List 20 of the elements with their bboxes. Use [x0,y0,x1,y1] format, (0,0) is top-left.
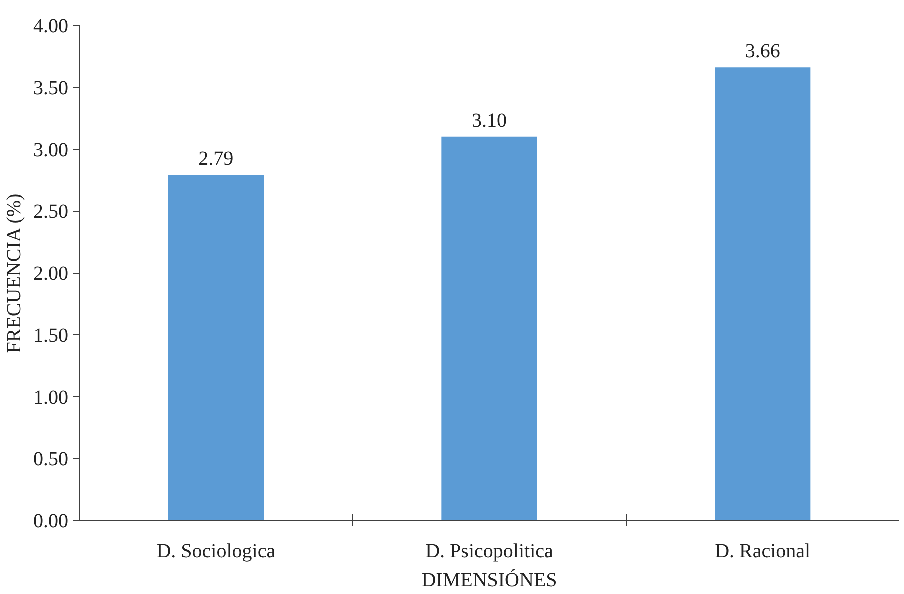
y-tick-label: 3.50 [34,77,68,100]
data-label: 3.10 [472,110,507,132]
y-tick-label: 0.50 [34,448,68,471]
y-axis-title: FRECUENCIA (%) [4,194,26,354]
y-tick-label: 3.00 [34,139,68,162]
bar [715,68,811,520]
data-label: 3.66 [745,40,780,63]
x-tick-label: D. Psicopolitica [426,540,554,562]
bar [442,136,538,520]
data-label: 2.79 [198,148,234,170]
x-tick-label: D. Racional [715,540,812,562]
y-tick-label: 2.00 [34,263,68,285]
y-tick-label: 1.50 [34,324,68,347]
y-tick-label: 0.00 [34,510,68,532]
y-tick-label: 1.00 [34,386,68,409]
x-tick-label: D. Sociologica [156,540,276,562]
bar [168,175,264,520]
y-tick-label: 4.00 [34,16,68,38]
x-axis-title: DIMENSIÓNES [422,568,558,592]
y-tick-label: 2.50 [34,201,68,224]
